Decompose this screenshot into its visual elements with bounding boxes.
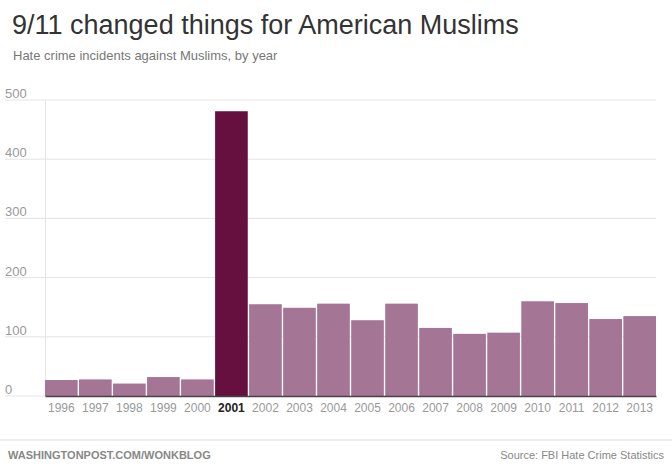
x-tick: 1998	[116, 396, 143, 415]
x-tick: 2005	[354, 396, 381, 415]
y-tick: 500	[5, 86, 45, 101]
x-tick: 2013	[626, 396, 653, 415]
grid	[5, 100, 656, 396]
bar	[147, 377, 180, 396]
x-tick: 2009	[490, 396, 517, 415]
y-tick-label: 400	[5, 145, 27, 160]
y-tick-label: 100	[5, 323, 27, 338]
x-tick: 2000	[184, 396, 211, 415]
x-axis: 1996 1997 1998 1999 2000 2001 2002 2003 2004 2005…	[46, 396, 657, 415]
x-tick: 1996	[48, 396, 75, 415]
x-tick: 2011	[559, 396, 585, 415]
x-tick-label: 2003	[286, 401, 313, 415]
x-tick: 2004	[320, 396, 347, 415]
bar	[351, 320, 384, 396]
bar	[521, 301, 554, 396]
x-tick-label: 2013	[626, 401, 653, 415]
bar	[283, 308, 316, 396]
x-tick: 2001	[218, 396, 245, 415]
x-tick-label: 2012	[592, 401, 619, 415]
grid-line	[5, 218, 656, 219]
bar	[385, 304, 418, 396]
x-axis-line	[46, 396, 657, 398]
x-tick-label: 2001	[218, 401, 245, 415]
x-tick: 2003	[286, 396, 313, 415]
y-tick: 100	[5, 323, 45, 338]
x-tick-label: 1999	[150, 401, 177, 415]
x-tick-label: 2005	[354, 401, 381, 415]
x-tick-label: 2010	[524, 401, 551, 415]
plot: 0 100 200 300 400 500 1996 1997 1998 1999 2000 2001…	[5, 86, 657, 415]
bar	[113, 384, 146, 396]
bar	[317, 304, 350, 396]
bar	[589, 319, 622, 396]
bar	[419, 328, 452, 396]
bar	[45, 380, 78, 396]
source: Source: FBI Hate Crime Statistics	[500, 449, 664, 461]
x-tick: 2006	[388, 396, 415, 415]
x-tick: 1997	[82, 396, 109, 415]
x-tick: 2010	[524, 396, 551, 415]
x-tick-label: 1997	[82, 401, 109, 415]
grid-line	[5, 100, 656, 101]
x-tick-label: 2004	[320, 401, 347, 415]
x-tick-label: 2002	[252, 401, 279, 415]
y-tick: 0	[5, 382, 45, 397]
x-tick-label: 2000	[184, 401, 211, 415]
y-tick-label: 200	[5, 264, 27, 279]
credit: WASHINGTONPOST.COM/WONKBLOG	[8, 449, 211, 461]
x-tick: 2007	[422, 396, 449, 415]
x-tick: 1999	[150, 396, 177, 415]
x-tick: 2008	[456, 396, 483, 415]
bar	[181, 379, 214, 396]
footer-rule	[0, 440, 672, 441]
x-tick: 2002	[252, 396, 279, 415]
y-tick-label: 300	[5, 204, 27, 219]
bars	[45, 111, 656, 396]
y-axis-line	[45, 101, 46, 397]
grid-line	[5, 277, 656, 278]
x-tick-label: 2007	[422, 401, 449, 415]
bar	[453, 334, 486, 396]
x-tick-label: 2009	[490, 401, 517, 415]
bar	[215, 111, 248, 396]
bar	[487, 333, 520, 396]
y-tick: 300	[5, 204, 45, 219]
bar	[555, 303, 588, 396]
bar	[79, 379, 112, 396]
x-tick-label: 2006	[388, 401, 415, 415]
x-tick-label: 2008	[456, 401, 483, 415]
y-tick-label: 0	[5, 382, 12, 397]
bar	[623, 316, 656, 396]
bar	[249, 304, 282, 396]
subtitle: Hate crime incidents against Muslims, by…	[13, 48, 278, 63]
y-tick: 200	[5, 264, 45, 279]
grid-line	[5, 159, 656, 160]
y-tick-label: 500	[5, 86, 27, 101]
x-tick-label: 2011	[559, 401, 585, 415]
y-axis: 0 100 200 300 400 500	[5, 86, 46, 397]
y-tick: 400	[5, 145, 45, 160]
x-tick-label: 1996	[48, 401, 75, 415]
x-tick: 2012	[592, 396, 619, 415]
title: 9/11 changed things for American Muslims	[12, 10, 519, 40]
x-tick-label: 1998	[116, 401, 143, 415]
chart: 9/11 changed things for American Muslims…	[0, 0, 672, 476]
